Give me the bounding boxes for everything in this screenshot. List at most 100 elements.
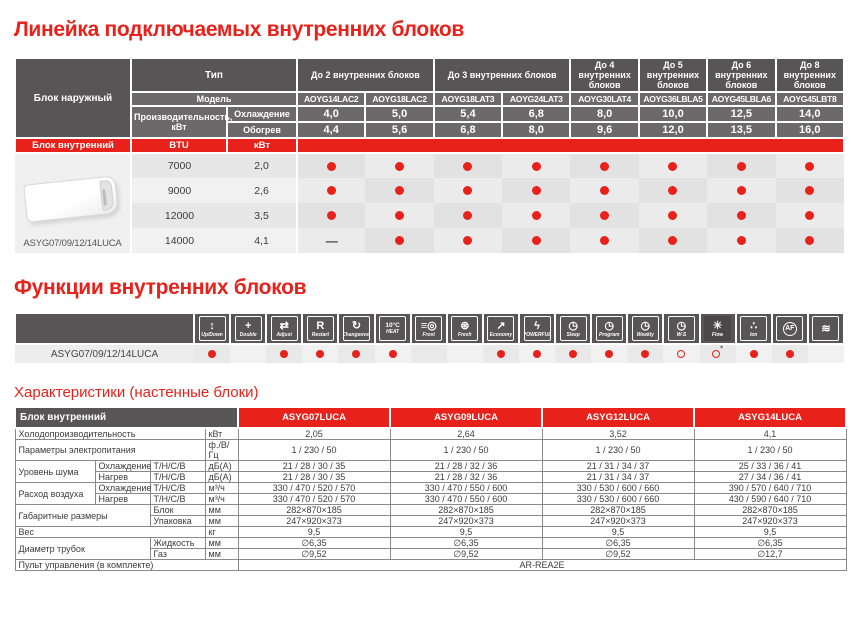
group-header-1: До 2 внутренних блоков — [296, 57, 435, 93]
compat-dot — [668, 186, 678, 196]
functions-header-row: ↕ Up/Down + Double ⇄ Adjust R Restart ↻ Changeove… — [14, 312, 846, 345]
compat-dot — [327, 211, 337, 221]
spec-value-cell: 330 / 470 / 550 / 600 — [389, 493, 543, 505]
spec-value-cell: 282×870×185 — [693, 504, 847, 516]
compat-cell — [365, 178, 434, 203]
spec-value-cell: 2,05 — [237, 427, 391, 440]
double-swing-glyph: + — [244, 319, 252, 332]
compat-cell — [775, 228, 844, 253]
af-filter-icon: AF — [776, 316, 804, 341]
up-down-mark — [208, 349, 217, 358]
compat-dot — [600, 186, 610, 196]
adjust-header-cell: ⇄ Adjust — [265, 312, 304, 345]
flow-icon: ☀ Flow — [704, 316, 732, 341]
heat-10c-icon: 10°C HEAT — [379, 316, 407, 341]
spec-value-cell: ∅9,52 — [389, 548, 543, 560]
compat-dot — [668, 161, 678, 171]
outdoor-model-5: AOYG30LAT4 — [569, 91, 640, 107]
spec-label-cell: дБ(А) — [204, 460, 239, 472]
ion-icon-label: Ion — [749, 331, 758, 338]
frost-glyph: ≡◎ — [420, 319, 437, 332]
specs-row-2: Параметры электропитания ф./В/Гц 1 / 230 /… — [14, 439, 847, 461]
heat-10c-availability — [374, 344, 411, 363]
adjust-glyph: ⇄ — [279, 319, 289, 332]
compat-cell — [707, 203, 776, 228]
spec-label-cell: Газ — [149, 548, 206, 560]
compat-dot — [531, 211, 541, 221]
spec-value-cell: 9,5 — [541, 526, 695, 538]
btu-value: 14000 — [131, 228, 227, 253]
spec-value-cell: 390 / 570 / 640 / 710 — [693, 482, 847, 494]
compat-cell — [296, 203, 366, 228]
heat-10c-glyph: 10°C — [385, 322, 400, 329]
ion-header-cell: ∴ Ion — [734, 312, 773, 345]
indoor-unit-label: Блок внутренний — [14, 137, 132, 154]
economy-icon-label: Economy — [489, 331, 513, 338]
compat-dot — [531, 161, 541, 171]
spec-value-cell: 1 / 230 / 50 — [237, 439, 391, 461]
weekly-timer-icon: ◷ Weekly — [631, 316, 659, 341]
indoor-model-header-3: ASYG12LUCA — [541, 406, 695, 429]
outdoor-model-1: AOYG14LAC2 — [296, 91, 367, 107]
compat-dot — [736, 186, 746, 196]
outdoor-model-4: AOYG24LAT3 — [501, 91, 572, 107]
indoor-unit-red-row: Блок внутренний BTU кВт — [14, 137, 845, 154]
compat-cell — [570, 153, 639, 178]
group-header-6: До 8 внутренних блоков — [774, 57, 846, 93]
spec-value-cell: 330 / 530 / 600 / 660 — [541, 482, 695, 494]
compat-dot — [463, 186, 473, 196]
spec-label-cell: Блок — [149, 504, 206, 516]
functions-table: ↕ Up/Down + Double ⇄ Adjust R Restart ↻ Changeove… — [14, 312, 846, 363]
cooling-kw-value: 8,0 — [569, 105, 640, 123]
specs-row-4: Нагрев Т/Н/С/В дБ(А) 21 / 28 / 30 / 35 21 / … — [15, 471, 847, 483]
spec-label-cell: Нагрев — [94, 493, 151, 505]
ws-timer-mark — [677, 349, 686, 358]
sleep-timer-header-cell: ◷ Sleep — [554, 312, 593, 345]
outdoor-unit-header: Блок наружный — [14, 57, 132, 139]
specs-row-3: Уровень шума Охлаждение Т/Н/С/В дБ(А) 21 / 2… — [14, 460, 847, 483]
powerful-header-cell: ϟ POWERFUL — [517, 312, 557, 345]
group-header-2: До 3 внутренних блоков — [432, 57, 572, 93]
spec-value-cell: ∅9,52 — [541, 548, 695, 560]
spec-value-cell: 9,5 — [237, 526, 391, 538]
auto-changeover-availability — [338, 344, 375, 363]
spec-value-cell: ∅6,35 — [693, 537, 847, 549]
spec-value-cell: 21 / 28 / 32 / 36 — [389, 471, 543, 483]
spec-value-cell: 21 / 28 / 30 / 35 — [237, 471, 391, 483]
spec-value-cell: 247×920×373 — [693, 515, 847, 527]
double-swing-availability — [230, 344, 267, 363]
functions-section-title: Функции внутренних блоков — [14, 276, 307, 299]
compat-cell — [365, 203, 434, 228]
heating-label: Обогрев — [225, 121, 299, 139]
economy-glyph: ↗ — [496, 319, 506, 332]
compat-dot — [736, 161, 746, 171]
compat-dot — [327, 161, 337, 171]
powerful-glyph: ϟ — [534, 319, 540, 332]
compat-cell — [502, 178, 571, 203]
kw-value: 2,0 — [227, 153, 298, 178]
spec-value-cell: 1 / 230 / 50 — [389, 439, 543, 461]
heating-kw-value: 8,0 — [501, 121, 572, 139]
spec-label-cell: Уровень шума — [14, 460, 96, 483]
type-header: Тип — [129, 57, 299, 93]
kw-value: 3,5 — [227, 203, 298, 228]
compat-cell — [433, 203, 503, 228]
specs-row-6: Нагрев Т/Н/С/В м³/ч 330 / 470 / 520 / 570 33… — [15, 493, 847, 505]
double-swing-icon-label: Double — [239, 331, 257, 338]
btu-value: 9000 — [131, 178, 227, 203]
lineup-header-row-heating: Обогрев 4,4 5,6 6,8 8,0 9,6 12,0 13,5 16,0 — [15, 121, 846, 139]
compat-cell — [570, 203, 639, 228]
compat-cell — [502, 203, 571, 228]
wave-availability — [807, 344, 844, 363]
frost-icon: ≡◎ Frost — [415, 316, 443, 341]
double-swing-icon: + Double — [234, 316, 262, 341]
powerful-availability — [518, 344, 556, 363]
economy-mark — [496, 349, 505, 358]
compat-cell — [296, 153, 366, 178]
compat-cell — [365, 153, 434, 178]
compat-dot — [600, 211, 610, 221]
spec-value-cell: 282×870×185 — [389, 504, 543, 516]
program-timer-icon: ◷ Program — [595, 316, 623, 341]
compat-cell — [502, 153, 571, 178]
spec-label-cell: Холодопроизводительность — [14, 427, 206, 440]
